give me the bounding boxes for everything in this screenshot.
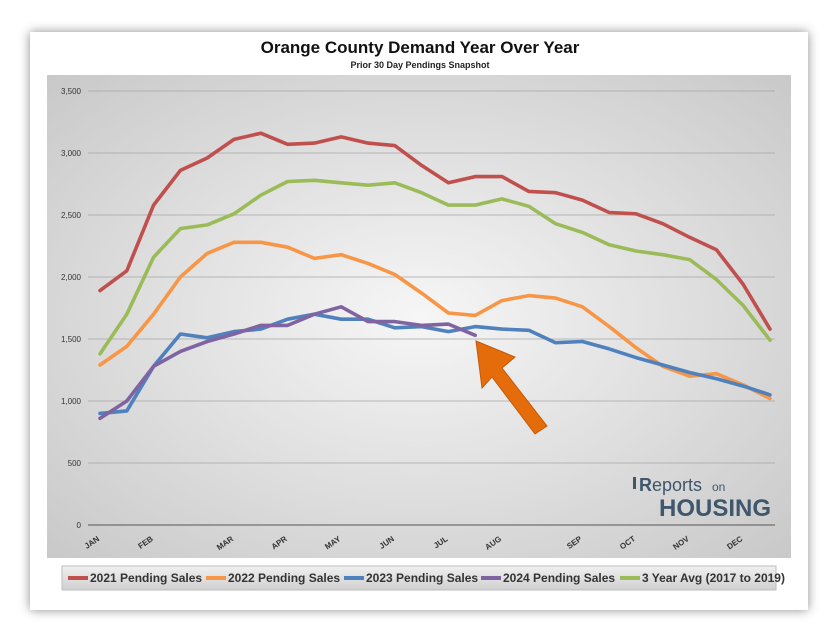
y-tick-label: 2,500 bbox=[61, 211, 82, 220]
grid-lines bbox=[88, 90, 775, 526]
y-tick-label: 3,000 bbox=[61, 149, 82, 158]
chart-title: Orange County Demand Year Over Year bbox=[260, 38, 580, 57]
legend-label: 2024 Pending Sales bbox=[503, 571, 615, 585]
legend-box bbox=[61, 565, 777, 591]
logo-text-reports: eports bbox=[652, 475, 702, 495]
y-tick-label: 1,500 bbox=[61, 335, 82, 344]
y-tick-label: 2,000 bbox=[61, 273, 82, 282]
plot-background bbox=[47, 75, 791, 558]
series-line-s2023 bbox=[98, 312, 772, 416]
legend-swatch bbox=[68, 576, 88, 580]
y-tick-label: 3,500 bbox=[61, 87, 82, 96]
legend-swatch bbox=[206, 576, 226, 580]
legend-label: 2023 Pending Sales bbox=[366, 571, 478, 585]
legend: 2021 Pending Sales 2022 Pending Sales 2023… bbox=[68, 571, 785, 585]
legend-swatch bbox=[620, 576, 640, 580]
series-line-s2021 bbox=[98, 131, 772, 331]
legend-label: 2021 Pending Sales bbox=[90, 571, 202, 585]
y-axis-ticks: 0 500 1,000 1,500 2,000 2,500 3,000 3,500 bbox=[61, 87, 82, 530]
logo-text-on: on bbox=[712, 480, 725, 494]
y-tick-label: 500 bbox=[68, 459, 82, 468]
legend-label: 2022 Pending Sales bbox=[228, 571, 340, 585]
reports-on-housing-logo: R eports on HOUSING bbox=[633, 475, 771, 522]
series-line-avg bbox=[98, 178, 772, 356]
chart-subtitle: Prior 30 Day Pendings Snapshot bbox=[350, 60, 490, 70]
y-tick-label: 1,000 bbox=[61, 397, 82, 406]
svg-text:R: R bbox=[639, 475, 652, 495]
series-line-s2024 bbox=[98, 304, 478, 421]
series-lines bbox=[98, 131, 772, 421]
y-tick-label: 0 bbox=[77, 521, 82, 530]
legend-swatch bbox=[344, 576, 364, 580]
annotation-arrow-icon bbox=[475, 340, 548, 435]
legend-label: 3 Year Avg (2017 to 2019) bbox=[642, 571, 785, 585]
logo-text-housing: HOUSING bbox=[659, 495, 771, 522]
legend-swatch bbox=[481, 576, 501, 580]
logo-bar-icon bbox=[633, 477, 636, 489]
